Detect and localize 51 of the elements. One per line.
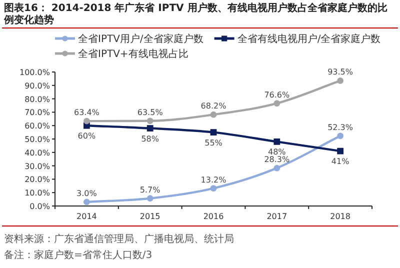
x-tick-label: 2017 bbox=[266, 212, 288, 221]
x-tick-label: 2015 bbox=[140, 212, 160, 221]
text: 备注：家庭户数=省常住人口数/3 bbox=[4, 249, 152, 261]
point bbox=[210, 185, 217, 192]
y-tick-label: 20.0% bbox=[24, 175, 50, 184]
point bbox=[274, 164, 280, 172]
data-label: 63.4% bbox=[74, 108, 100, 118]
y-tick-label: 90.0% bbox=[24, 81, 50, 90]
point bbox=[84, 198, 90, 206]
data-label: 5.7% bbox=[140, 185, 161, 194]
data-label: 58% bbox=[141, 134, 160, 144]
data-label: 41% bbox=[331, 157, 350, 166]
data-label: 3.0% bbox=[76, 188, 98, 198]
point bbox=[337, 132, 344, 140]
point bbox=[146, 125, 154, 132]
data-label: 93.5% bbox=[328, 68, 354, 77]
y-tick-label: 70.0% bbox=[24, 108, 50, 118]
y-tick-label: 100.0% bbox=[19, 68, 50, 77]
data-label: 68.2% bbox=[200, 102, 227, 111]
data-label: 48% bbox=[268, 148, 286, 157]
point bbox=[84, 118, 90, 124]
x-tick-label: 2014 bbox=[76, 212, 97, 221]
point bbox=[337, 148, 344, 154]
point bbox=[274, 100, 280, 107]
point bbox=[337, 78, 344, 84]
y-tick-label: 40.0% bbox=[24, 148, 50, 158]
point bbox=[274, 138, 280, 145]
legend-label: 全省有线电视用户/全省家庭户数 bbox=[237, 33, 381, 45]
y-tick-label: 30.0% bbox=[24, 162, 50, 171]
data-label: 28.3% bbox=[264, 155, 290, 164]
data-label: 55% bbox=[204, 138, 223, 148]
x-tick-label: 2018 bbox=[330, 212, 350, 221]
legend-label: 全省IPTV用户/全省家庭户数 bbox=[78, 33, 204, 45]
data-label: 76.6% bbox=[264, 90, 290, 100]
text: 资料来源：广东省通信管理局、广播电视局、统计局 bbox=[4, 233, 234, 245]
data-label: 13.2% bbox=[200, 175, 227, 184]
point bbox=[146, 118, 154, 124]
legend-label: 全省IPTV+有线电视占比 bbox=[78, 48, 188, 60]
data-label: 52.3% bbox=[328, 122, 354, 132]
data-label: 60% bbox=[78, 132, 96, 141]
chart-title: 图表16： 2014-2018 年广东省 IPTV 用户数、有线电视用户数占全省家庭户数的比例变化趋势 bbox=[3, 2, 388, 26]
y-tick-label: 60.0% bbox=[24, 122, 50, 131]
point bbox=[210, 111, 217, 118]
y-tick-label: 50.0% bbox=[24, 135, 50, 144]
point bbox=[210, 129, 217, 136]
y-tick-label: 80.0% bbox=[24, 94, 50, 104]
y-tick-label: 0.0% bbox=[30, 202, 50, 211]
data-label: 63.5% bbox=[137, 108, 164, 117]
y-tick-label: 10.0% bbox=[24, 188, 50, 198]
point bbox=[146, 195, 154, 202]
x-tick-label: 2016 bbox=[203, 212, 224, 221]
